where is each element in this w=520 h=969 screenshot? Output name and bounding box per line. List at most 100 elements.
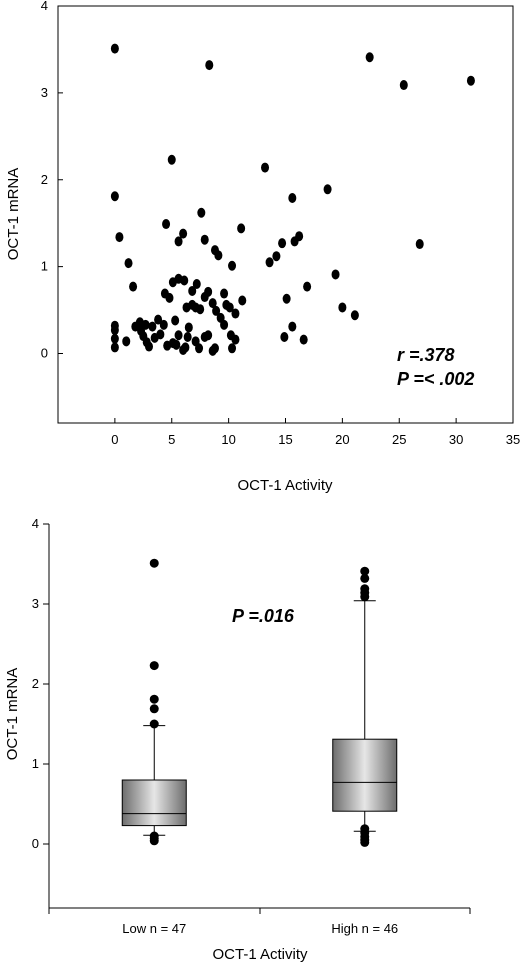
- scatter-point: [228, 343, 237, 354]
- scatter-point: [282, 293, 291, 304]
- scatter-point: [174, 330, 183, 341]
- scatter-point: [331, 269, 340, 280]
- scatter-point: [466, 75, 475, 86]
- scatter-point: [165, 292, 174, 303]
- scatter-point: [110, 342, 119, 353]
- scatter-point: [167, 154, 176, 165]
- scatter-y-tick-label: 4: [41, 0, 48, 13]
- box-outlier-point: [360, 573, 370, 583]
- scatter-point: [288, 321, 297, 332]
- scatter-point: [272, 251, 281, 262]
- box-outlier-point: [149, 719, 159, 729]
- scatter-x-tick-label: 30: [449, 432, 463, 447]
- scatter-point: [184, 322, 193, 333]
- scatter-point: [174, 236, 183, 247]
- scatter-point: [183, 331, 192, 342]
- scatter-point: [338, 302, 347, 313]
- box-outlier-point: [360, 592, 370, 602]
- box-outlier-point: [360, 566, 370, 576]
- box-outlier-point: [149, 704, 159, 714]
- scatter-point: [110, 333, 119, 344]
- box-group: High n = 46: [331, 566, 398, 936]
- box-ticks: 0 1 2 3 4: [32, 516, 471, 914]
- box-chart: 0 1 2 3 4 Low n = 47 High n = 46 OCT-1 Activi…: [4, 516, 471, 963]
- scatter-point: [148, 321, 157, 332]
- box-y-tick-label: 0: [32, 836, 39, 851]
- scatter-point: [154, 314, 163, 325]
- scatter-chart: 0 1 2 3 4 0 5 10 15 20 25 30 35 OCT-1 Activity OCT-1…: [5, 0, 520, 494]
- scatter-point: [188, 285, 197, 296]
- scatter-point: [399, 80, 408, 91]
- box-p-annotation: P =.016: [232, 606, 295, 626]
- scatter-point: [195, 343, 204, 354]
- scatter-x-tick-label: 0: [111, 432, 118, 447]
- scatter-point: [150, 332, 159, 343]
- scatter-point: [110, 191, 119, 202]
- scatter-point: [228, 260, 237, 271]
- scatter-point: [208, 298, 217, 309]
- scatter-point: [225, 302, 234, 313]
- scatter-y-tick-label: 1: [41, 259, 48, 274]
- scatter-point: [124, 258, 133, 269]
- scatter-y-tick-label: 2: [41, 172, 48, 187]
- box-y-tick-label: 1: [32, 756, 39, 771]
- scatter-point: [122, 336, 131, 347]
- box-category-label: Low n = 47: [122, 921, 186, 936]
- scatter-point: [280, 331, 289, 342]
- scatter-point: [171, 315, 180, 326]
- scatter-point: [290, 236, 299, 247]
- box-y-tick-label: 2: [32, 676, 39, 691]
- scatter-point: [200, 292, 209, 303]
- scatter-point: [110, 43, 119, 54]
- scatter-point: [214, 250, 223, 261]
- scatter-y-tick-label: 3: [41, 85, 48, 100]
- scatter-r-annotation: r =.378: [397, 345, 455, 365]
- scatter-point: [145, 341, 153, 352]
- scatter-point: [261, 162, 270, 173]
- scatter-point: [163, 340, 172, 351]
- scatter-x-tick-label: 25: [392, 432, 406, 447]
- box-outlier-point: [149, 558, 159, 568]
- box-y-tick-label: 3: [32, 596, 39, 611]
- box-body: [121, 779, 187, 827]
- scatter-point: [110, 325, 119, 336]
- scatter-point: [365, 52, 374, 63]
- scatter-y-tick-label: 0: [41, 346, 48, 361]
- scatter-point: [172, 339, 181, 350]
- scatter-x-tick-label: 15: [278, 432, 292, 447]
- scatter-points: [110, 43, 475, 356]
- scatter-point: [350, 310, 359, 321]
- box-outlier-point: [149, 661, 159, 671]
- scatter-x-axis-title: OCT-1 Activity: [237, 477, 333, 494]
- scatter-point: [288, 192, 297, 203]
- scatter-point: [139, 331, 148, 342]
- scatter-point: [192, 279, 201, 289]
- scatter-point: [179, 228, 188, 239]
- scatter-point: [200, 234, 209, 245]
- scatter-x-tick-label: 5: [168, 432, 175, 447]
- scatter-point: [208, 345, 217, 356]
- scatter-point: [220, 319, 229, 330]
- scatter-point: [237, 223, 246, 234]
- scatter-point: [200, 331, 209, 342]
- scatter-x-tick-label: 20: [335, 432, 349, 447]
- box-x-axis-title: OCT-1 Activity: [212, 946, 308, 963]
- box-outlier-point: [149, 836, 159, 846]
- scatter-point: [182, 302, 191, 313]
- box-y-axis-title: OCT-1 mRNA: [4, 668, 21, 761]
- box-category-label: High n = 46: [331, 921, 398, 936]
- scatter-point: [265, 257, 274, 268]
- scatter-point: [231, 308, 240, 319]
- scatter-point: [278, 238, 287, 249]
- box-group: Low n = 47: [121, 558, 187, 936]
- scatter-point: [238, 295, 247, 306]
- scatter-point: [168, 277, 177, 288]
- scatter-point: [415, 239, 424, 250]
- box-groups: Low n = 47 High n = 46: [121, 558, 398, 936]
- scatter-point: [159, 319, 168, 330]
- scatter-point: [303, 281, 312, 292]
- scatter-point: [196, 304, 205, 315]
- scatter-point: [299, 334, 308, 345]
- scatter-point: [197, 207, 206, 218]
